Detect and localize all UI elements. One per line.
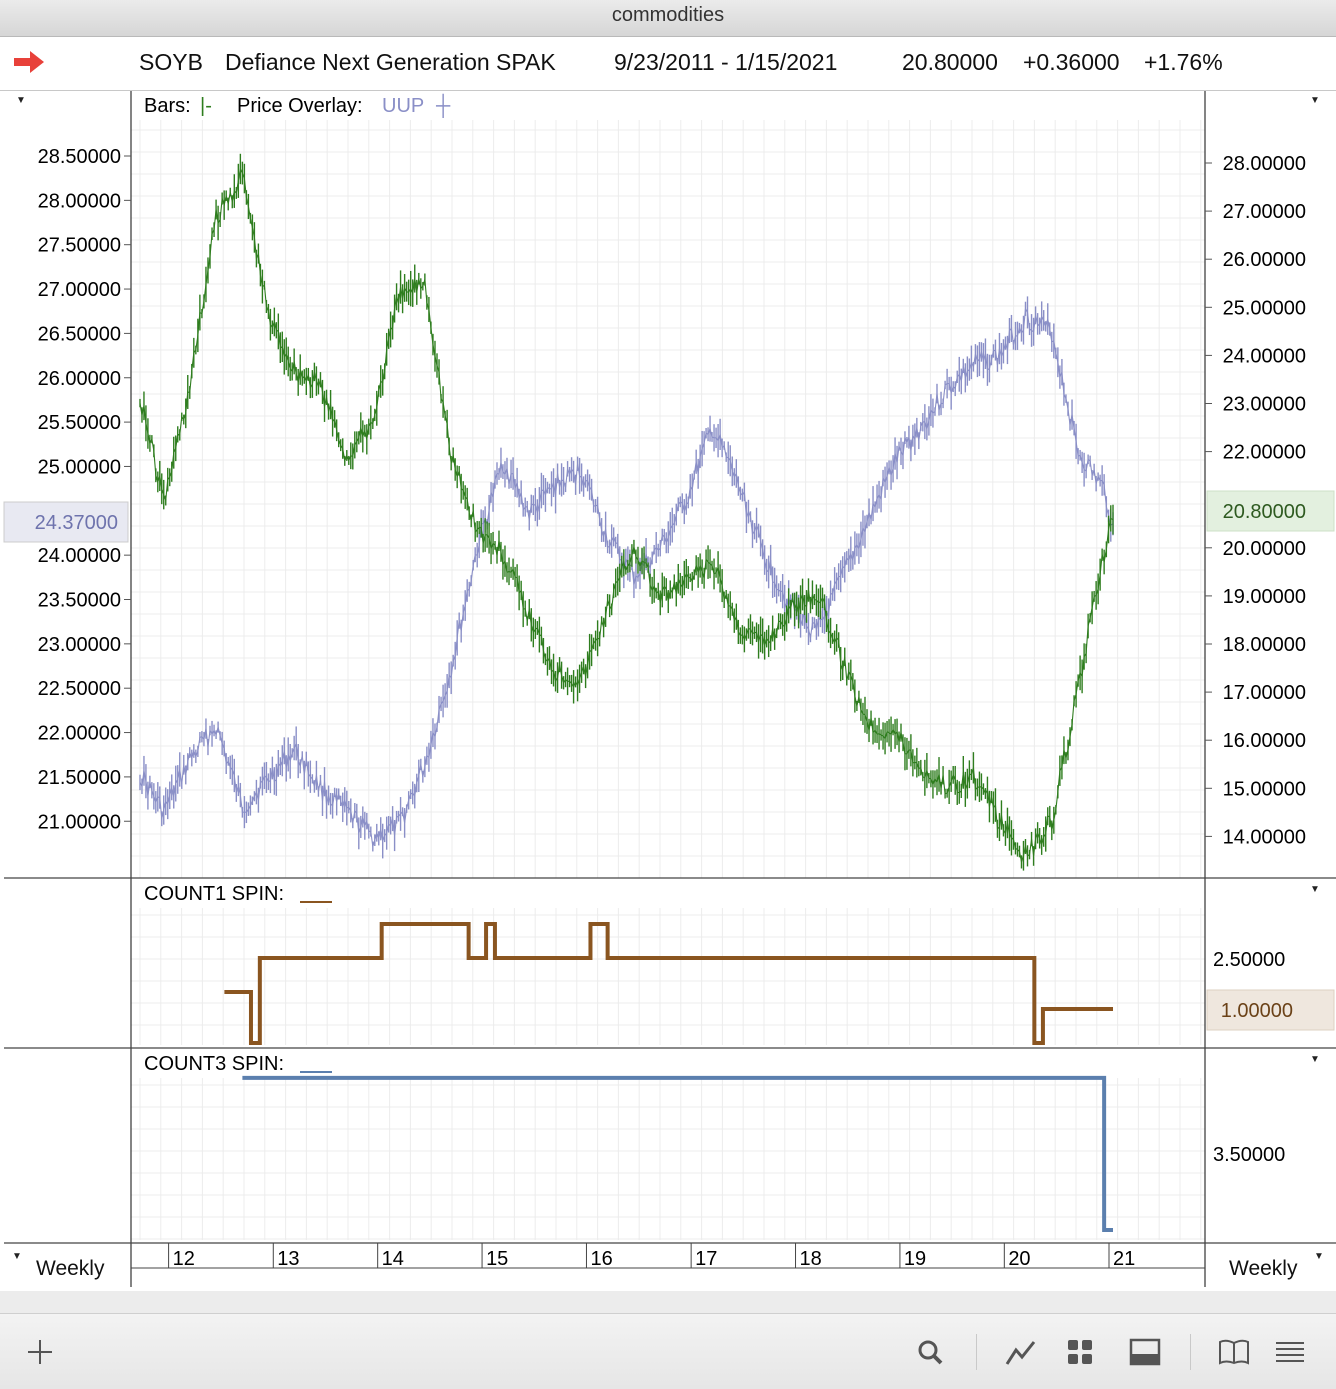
cursor-price: 24.37000: [35, 512, 118, 534]
right-tick-label: 27.00000: [1223, 201, 1306, 223]
symbol: SOYB: [139, 49, 203, 75]
list-icon[interactable]: [1272, 1334, 1308, 1370]
overlay-symbol[interactable]: UUP: [382, 95, 424, 117]
left-tick-label: 22.00000: [38, 723, 121, 745]
security-name: Defiance Next Generation SPAK: [225, 49, 556, 75]
period-left[interactable]: Weekly: [36, 1257, 105, 1280]
year-tick-label: 21: [1113, 1248, 1135, 1270]
bars-symbol[interactable]: |-: [200, 95, 212, 117]
toolbar-divider: [976, 1334, 977, 1370]
count3-menu-icon[interactable]: ▼: [1310, 1054, 1320, 1065]
right-tick-label: 14.00000: [1223, 826, 1306, 848]
right-tick-label: 26.00000: [1223, 249, 1306, 271]
toolbar-divider: [1190, 1334, 1191, 1370]
count1-last-value: 1.00000: [1221, 1000, 1293, 1022]
left-tick-label: 24.00000: [38, 545, 121, 567]
bottom-toolbar: [0, 1313, 1336, 1389]
right-tick-label: 25.00000: [1223, 297, 1306, 319]
left-tick-label: 27.50000: [38, 235, 121, 257]
right-tick-label: 19.00000: [1223, 586, 1306, 608]
year-tick-label: 15: [486, 1248, 508, 1270]
left-tick-label: 26.00000: [38, 368, 121, 390]
left-tick-label: 27.00000: [38, 279, 121, 301]
book-icon[interactable]: [1216, 1334, 1252, 1370]
right-tick-label: 16.00000: [1223, 730, 1306, 752]
left-axis: 28.50000 28.00000 27.50000 27.00000 26.50000…: [38, 146, 131, 833]
price-chart[interactable]: 28.50000 28.00000 27.50000 27.00000 26.50000…: [0, 91, 1336, 1291]
right-tick-label: 24.00000: [1223, 345, 1306, 367]
count1-last-box: [1206, 989, 1335, 1031]
left-tick-label: 26.50000: [38, 323, 121, 345]
left-tick-label: 23.00000: [38, 634, 121, 656]
count1-series: [224, 922, 1113, 1045]
line-chart-icon[interactable]: [1003, 1334, 1039, 1370]
last-price-box: [1206, 490, 1335, 532]
red-arrow-icon[interactable]: [14, 51, 44, 73]
right-axis: 28.00000 27.00000 26.00000 25.00000 24.00000…: [1205, 153, 1306, 848]
right-tick-label: 28.00000: [1223, 153, 1306, 175]
left-tick-label: 25.50000: [38, 412, 121, 434]
right-axis-menu-icon[interactable]: ▼: [1310, 95, 1320, 106]
price-change-pct: +1.76%: [1144, 49, 1223, 75]
right-tick-label: 22.00000: [1223, 442, 1306, 464]
left-tick-label: 21.00000: [38, 811, 121, 833]
price-change: +0.36000: [1023, 49, 1120, 75]
left-tick-label: 28.00000: [38, 190, 121, 212]
soyb-series-line: [139, 167, 1114, 865]
chart-grid: [131, 120, 1205, 1240]
window-title: commodities: [0, 0, 1336, 37]
last-price-label: 20.80000: [1223, 501, 1306, 523]
left-tick-label: 28.50000: [38, 146, 121, 168]
count1-menu-icon[interactable]: ▼: [1310, 884, 1320, 895]
count1-tick: 2.50000: [1213, 949, 1285, 971]
panel-icon[interactable]: [1127, 1334, 1163, 1370]
symbol-header: SOYB Defiance Next Generation SPAK 9/23/…: [0, 37, 1336, 91]
grid-icon[interactable]: [1062, 1334, 1098, 1370]
left-tick-label: 25.00000: [38, 456, 121, 478]
right-tick-label: 15.00000: [1223, 778, 1306, 800]
bars-label: Bars:: [144, 95, 191, 117]
right-tick-label: 23.00000: [1223, 394, 1306, 416]
soyb-series: [139, 153, 1114, 871]
year-tick-label: 20: [1008, 1248, 1030, 1270]
year-tick-label: 16: [590, 1248, 612, 1270]
plus-icon[interactable]: [22, 1334, 58, 1370]
date-range: 9/23/2011 - 1/15/2021: [614, 49, 838, 75]
year-tick-label: 12: [173, 1248, 195, 1270]
year-tick-label: 14: [382, 1248, 404, 1270]
period-left-menu-icon[interactable]: ▼: [12, 1251, 22, 1262]
right-tick-label: 17.00000: [1223, 682, 1306, 704]
right-tick-label: 18.00000: [1223, 634, 1306, 656]
period-right[interactable]: Weekly: [1229, 1257, 1298, 1280]
count1-line: [224, 922, 1113, 1045]
count3-series: [242, 1075, 1113, 1232]
overlay-label: Price Overlay:: [237, 95, 363, 117]
count3-label: COUNT3 SPIN:: [144, 1053, 284, 1075]
year-tick-label: 17: [695, 1248, 717, 1270]
uup-series-line: [139, 307, 1114, 847]
right-tick-label: 20.00000: [1223, 538, 1306, 560]
cursor-price-box: [3, 501, 129, 543]
period-right-menu-icon[interactable]: ▼: [1314, 1251, 1324, 1262]
year-tick-label: 13: [277, 1248, 299, 1270]
count3-tick: 3.50000: [1213, 1144, 1285, 1166]
count3-line: [242, 1075, 1113, 1232]
year-tick-label: 19: [904, 1248, 926, 1270]
series-layer: [139, 153, 1114, 1232]
left-axis-menu-icon[interactable]: ▼: [16, 95, 26, 106]
search-icon[interactable]: [912, 1334, 948, 1370]
last-price: 20.80000: [902, 49, 998, 75]
year-tick-label: 18: [800, 1248, 822, 1270]
left-tick-label: 21.50000: [38, 767, 121, 789]
left-tick-label: 23.50000: [38, 590, 121, 612]
left-tick-label: 22.50000: [38, 678, 121, 700]
overlay-mark: ┼: [435, 93, 451, 119]
count1-label: COUNT1 SPIN:: [144, 883, 284, 905]
chart-area[interactable]: 28.50000 28.00000 27.50000 27.00000 26.50000…: [0, 91, 1336, 1291]
time-axis: 12 13 14 15 16 17 18 19 20 21: [168, 1243, 1135, 1270]
